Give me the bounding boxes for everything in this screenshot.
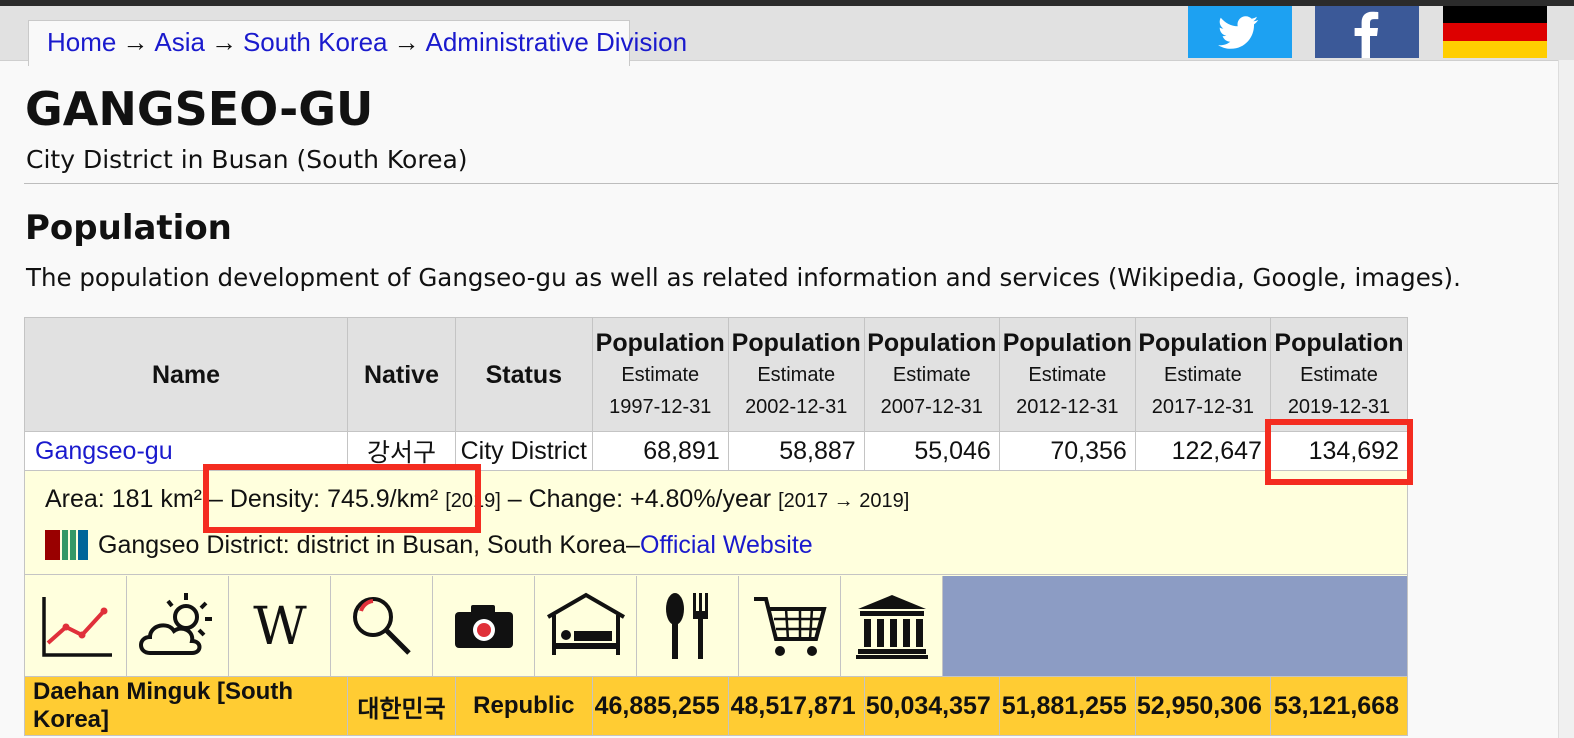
- country-population-1997: 46,885,255: [591, 676, 729, 736]
- flag-stripe-red: [1443, 23, 1547, 41]
- search-icon[interactable]: [331, 575, 433, 676]
- page-title: GANGSEO-GU: [25, 82, 374, 136]
- district-population-2012: 70,356: [998, 431, 1136, 471]
- table-row-services: W: [24, 574, 1408, 677]
- stats-separator: –: [500, 485, 529, 513]
- restaurant-icon[interactable]: [637, 575, 739, 676]
- twitter-icon: [1218, 16, 1259, 49]
- german-flag-icon[interactable]: [1443, 6, 1547, 58]
- breadcrumb-asia[interactable]: Asia: [154, 27, 205, 57]
- column-header-native[interactable]: Native: [347, 317, 456, 432]
- column-header-name[interactable]: Name: [23, 317, 349, 432]
- country-status: Republic: [454, 676, 593, 736]
- change-period: [2017 → 2019]: [778, 490, 910, 512]
- breadcrumb: Home → Asia → South Korea → Administrative Div…: [28, 20, 687, 66]
- section-description: The population development of Gangseo-gu…: [26, 263, 1461, 292]
- country-population-2002: 48,517,871: [727, 676, 865, 736]
- population-table: Name Native Status Population Estimate 199…: [23, 317, 1409, 736]
- column-header-population-2012[interactable]: Population Estimate 2012-12-31: [998, 317, 1136, 432]
- district-population-2002: 58,887: [727, 431, 865, 471]
- wikidata-description: Gangseo District: district in Busan, Sou…: [98, 530, 627, 559]
- district-name-cell: Gangseo-gu: [23, 431, 349, 471]
- breadcrumb-separator: →: [122, 27, 149, 57]
- country-population-2007: 50,034,357: [863, 676, 1000, 736]
- column-header-population-2007[interactable]: Population Estimate 2007-12-31: [863, 317, 1000, 432]
- services-bar-filler: [943, 575, 1407, 676]
- wikidata-icon[interactable]: [45, 530, 90, 560]
- country-native-name: 대한민국: [347, 676, 456, 736]
- column-header-population-2019[interactable]: Population Estimate 2019-12-31: [1269, 317, 1409, 432]
- breadcrumb-separator: →: [393, 27, 420, 57]
- vertical-scrollbar[interactable]: [1558, 60, 1574, 738]
- weather-icon[interactable]: [127, 575, 229, 676]
- district-wikidata-line: Gangseo District: district in Busan, Sou…: [45, 530, 1407, 560]
- divider: [24, 183, 1558, 184]
- district-stats-line: Area: 181 km² – Density: 745.9/km² [2019…: [45, 485, 1407, 514]
- breadcrumb-home[interactable]: Home: [47, 27, 117, 57]
- column-header-population-2017[interactable]: Population Estimate 2017-12-31: [1134, 317, 1271, 432]
- country-name[interactable]: Daehan Minguk [South Korea]: [23, 676, 349, 736]
- column-header-status[interactable]: Status: [454, 317, 593, 432]
- page-subtitle: City District in Busan (South Korea): [26, 145, 468, 174]
- population-chart-icon[interactable]: [25, 575, 127, 676]
- camera-icon[interactable]: [433, 575, 535, 676]
- highlight-box-population-2019: [1265, 419, 1413, 485]
- official-website-link[interactable]: Official Website: [639, 530, 813, 559]
- facebook-icon: [1354, 11, 1379, 58]
- section-title: Population: [25, 208, 232, 248]
- window-top-edge: [0, 0, 1574, 6]
- stats-separator: –: [202, 485, 230, 513]
- district-population-1997: 68,891: [591, 431, 729, 471]
- table-header-row: Name Native Status Population Estimate 199…: [23, 317, 1409, 432]
- breadcrumb-south-korea[interactable]: South Korea: [242, 27, 388, 57]
- column-header-population-1997[interactable]: Population Estimate 1997-12-31: [591, 317, 729, 432]
- svg-text:W: W: [253, 597, 307, 656]
- facebook-share-button[interactable]: [1315, 6, 1419, 58]
- district-population-2019: 134,692: [1269, 431, 1409, 471]
- link-separator: –: [626, 530, 640, 559]
- country-population-2019: 53,121,668: [1269, 676, 1409, 736]
- flag-stripe-black: [1443, 6, 1547, 24]
- country-population-2012: 51,881,255: [998, 676, 1136, 736]
- country-population-2017: 52,950,306: [1134, 676, 1271, 736]
- table-row-district: Gangseo-gu 강서구 City District 68,891 58,8…: [23, 431, 1409, 471]
- district-name-link[interactable]: Gangseo-gu: [35, 436, 173, 465]
- wikipedia-icon[interactable]: W: [229, 575, 331, 676]
- density-year: [2019]: [445, 490, 501, 512]
- services-icon-bar: W: [25, 575, 1407, 676]
- table-row-country: Daehan Minguk [South Korea] 대한민국 Republi…: [23, 676, 1409, 736]
- museum-icon[interactable]: [841, 575, 943, 676]
- column-header-population-2002[interactable]: Population Estimate 2002-12-31: [727, 317, 865, 432]
- flag-stripe-gold: [1443, 40, 1547, 58]
- twitter-share-button[interactable]: [1188, 6, 1292, 58]
- breadcrumb-separator: →: [210, 27, 237, 57]
- district-info-cell: Area: 181 km² – Density: 745.9/km² [2019…: [24, 470, 1408, 575]
- top-navigation-bar: Home → Asia → South Korea → Administrative Div…: [0, 6, 1574, 66]
- breadcrumb-administrative-division[interactable]: Administrative Division: [425, 27, 688, 57]
- change-text: Change: +4.80%/year: [528, 485, 772, 513]
- highlight-box-density: [203, 464, 481, 533]
- density-text: Density: 745.9/km²: [229, 485, 439, 513]
- services-icon-cell: W: [24, 574, 1408, 677]
- shopping-cart-icon[interactable]: [739, 575, 841, 676]
- table-row-info: Area: 181 km² – Density: 745.9/km² [2019…: [24, 470, 1408, 575]
- district-population-2017: 122,647: [1134, 431, 1271, 471]
- area-text: Area: 181 km²: [45, 485, 203, 513]
- district-population-2007: 55,046: [863, 431, 1000, 471]
- hotel-icon[interactable]: [535, 575, 637, 676]
